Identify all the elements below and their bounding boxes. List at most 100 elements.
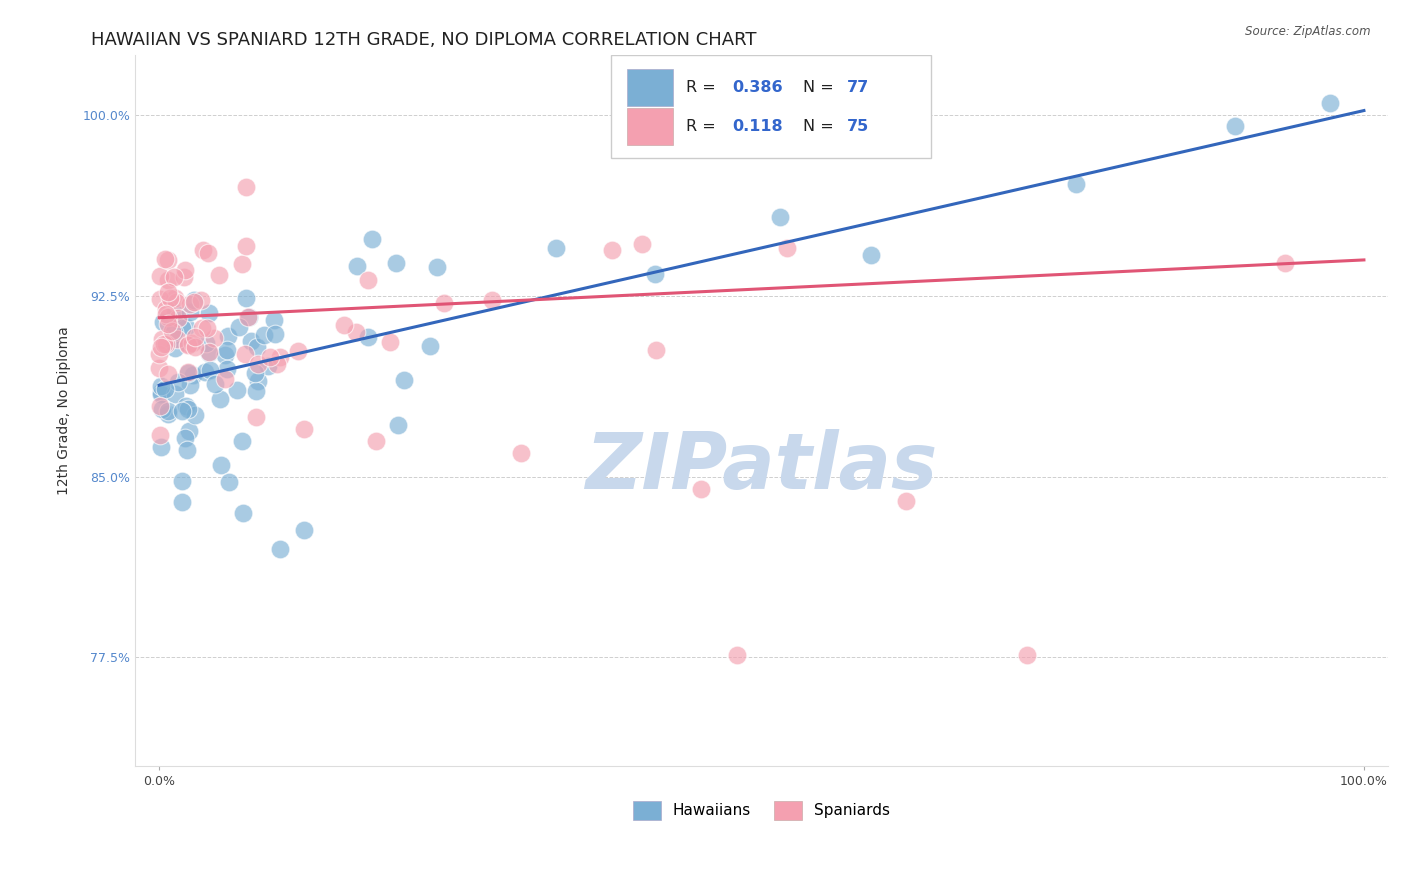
Point [247,357,270,371]
Text: 77: 77 [846,79,869,95]
Point [157,285,180,300]
Point [149,440,172,454]
Point [235,180,257,194]
Point [1274,256,1296,270]
Point [157,368,180,382]
Point [149,427,172,442]
Point [166,332,188,346]
Point [384,256,406,270]
Point [292,421,315,435]
Point [177,424,200,438]
Point [198,345,221,359]
Point [235,291,257,305]
Point [153,252,176,267]
Point [231,434,253,448]
Text: N =: N = [803,119,839,134]
Text: Source: ZipAtlas.com: Source: ZipAtlas.com [1246,25,1371,38]
Point [166,375,188,389]
Point [204,377,226,392]
Point [172,474,194,488]
Point [197,246,219,260]
Point [257,359,280,373]
Text: ZIPatlas: ZIPatlas [585,429,938,506]
Point [165,291,187,305]
Point [181,368,204,383]
Point [292,523,315,537]
Point [176,337,198,351]
Point [544,241,567,255]
Point [156,253,179,268]
Point [149,268,172,283]
Point [645,343,668,358]
Point [725,648,748,662]
Point [357,330,380,344]
Point [148,399,170,413]
FancyBboxPatch shape [627,69,672,105]
FancyBboxPatch shape [627,108,672,145]
Point [433,296,456,310]
Point [266,357,288,371]
Point [1015,648,1038,662]
Point [228,319,250,334]
Text: 0.118: 0.118 [733,119,783,134]
Point [208,268,231,283]
Point [183,293,205,307]
Point [357,273,380,287]
Text: N =: N = [803,79,839,95]
Point [231,257,253,271]
Point [232,506,254,520]
Point [150,332,173,346]
Point [152,402,174,417]
Point [165,306,187,320]
Point [333,318,356,332]
Point [153,337,176,351]
Point [177,365,200,379]
Point [215,361,238,376]
Point [155,307,177,321]
Point [152,315,174,329]
Point [190,293,212,308]
Point [246,374,269,388]
Point [1319,96,1341,111]
Point [860,248,883,262]
Point [170,495,193,509]
Text: 0.386: 0.386 [733,79,783,95]
Point [392,373,415,387]
Point [179,297,201,311]
Point [426,260,449,275]
Point [176,442,198,457]
Point [150,384,173,399]
Point [243,366,266,380]
Text: HAWAIIAN VS SPANIARD 12TH GRADE, NO DIPLOMA CORRELATION CHART: HAWAIIAN VS SPANIARD 12TH GRADE, NO DIPL… [91,31,756,49]
Point [215,343,238,357]
Point [177,336,200,351]
Point [174,399,197,413]
Point [148,346,170,360]
Point [776,241,799,255]
Point [690,482,713,496]
Point [1066,177,1088,191]
Point [163,387,186,401]
Point [160,324,183,338]
Point [600,244,623,258]
Point [194,335,217,350]
Point [245,384,267,398]
Point [156,272,179,286]
Point [894,493,917,508]
Point [176,320,198,334]
Point [1225,119,1247,133]
Point [156,403,179,417]
Point [209,392,232,406]
Point [631,236,654,251]
Point [148,292,170,306]
Point [214,348,236,362]
Point [183,295,205,310]
Point [170,321,193,335]
Point [217,329,239,343]
Point [378,334,401,349]
Text: 75: 75 [846,119,869,134]
Point [163,269,186,284]
Point [170,404,193,418]
Point [193,243,215,257]
Point [198,363,221,377]
